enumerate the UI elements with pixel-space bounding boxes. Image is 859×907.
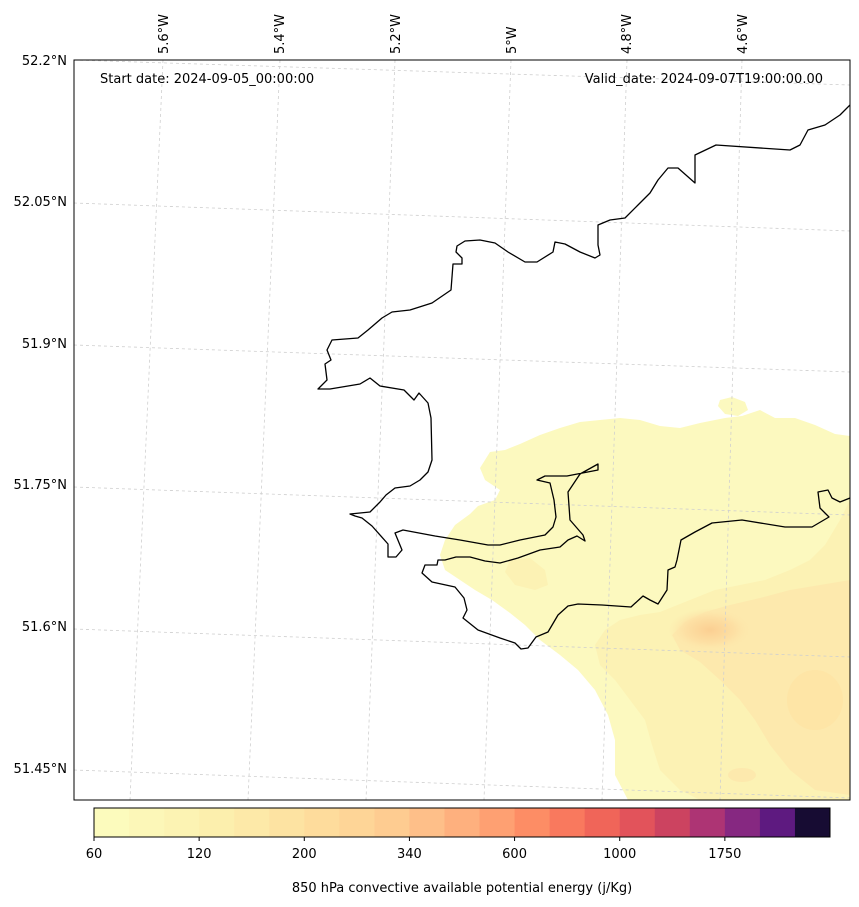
colorbar-tick-label: 1000 <box>603 847 636 862</box>
colorbar-swatch <box>549 808 586 837</box>
colorbar-swatch <box>199 808 235 837</box>
cape-field <box>440 397 850 800</box>
map-frame <box>73 59 851 801</box>
colorbar-swatch <box>409 808 445 837</box>
colorbar-tick-label: 60 <box>86 847 103 862</box>
colorbar-swatch <box>164 808 200 837</box>
start-date-label: Start date: 2024-09-05_00:00:00 <box>100 72 314 87</box>
colorbar-swatch <box>94 808 130 837</box>
cape-patch-small <box>728 768 756 782</box>
latitude-label: 52.2°N <box>22 54 67 69</box>
colorbar-tick-label: 200 <box>292 847 317 862</box>
cape-patch <box>787 670 843 730</box>
colorbar-swatch <box>304 808 340 837</box>
latitude-label: 51.6°N <box>22 620 67 635</box>
colorbar-swatch <box>654 808 691 837</box>
colorbar-swatch <box>584 808 621 837</box>
colorbar-title: 850 hPa convective available potential e… <box>292 881 632 896</box>
cape-hotspot <box>668 608 752 652</box>
colorbar-tick-label: 1750 <box>708 847 741 862</box>
longitude-label: 5°W <box>505 26 520 54</box>
coastline <box>317 104 850 650</box>
latitude-labels: 52.2°N 52.05°N 51.9°N 51.75°N 51.6°N 51.45°N <box>14 54 67 777</box>
longitude-labels: 5.6°W 5.4°W 5.2°W 5°W 4.8°W 4.6°W <box>157 14 751 54</box>
colorbar-swatch <box>479 808 516 837</box>
longitude-label: 4.8°W <box>620 14 635 54</box>
longitude-label: 5.4°W <box>273 14 288 54</box>
colorbar-tick-label: 600 <box>502 847 527 862</box>
colorbar-swatch <box>444 808 481 837</box>
colorbar-swatch <box>269 808 305 837</box>
colorbar <box>94 808 831 837</box>
latitude-label: 51.9°N <box>22 337 67 352</box>
cape-contour-80b <box>505 558 548 590</box>
longitude-label: 4.6°W <box>736 14 751 54</box>
latitude-label: 51.75°N <box>14 478 67 493</box>
colorbar-swatch <box>794 808 831 837</box>
colorbar-swatch <box>619 808 656 837</box>
colorbar-swatch <box>759 808 796 837</box>
colorbar-tick-label: 120 <box>187 847 212 862</box>
colorbar-frame <box>93 807 831 838</box>
colorbar-swatch <box>339 808 375 837</box>
valid-date-label: Valid_date: 2024-09-07T19:00:00.00 <box>585 72 823 87</box>
colorbar-tick-label: 340 <box>397 847 422 862</box>
cape-island <box>718 397 748 416</box>
colorbar-swatch <box>514 808 551 837</box>
colorbar-swatch <box>689 808 726 837</box>
latitude-label: 51.45°N <box>14 762 67 777</box>
colorbar-swatch <box>724 808 761 837</box>
colorbar-swatch <box>374 808 410 837</box>
colorbar-swatch <box>234 808 270 837</box>
colorbar-swatch <box>129 808 165 837</box>
longitude-label: 5.6°W <box>157 14 172 54</box>
colorbar-ticks: 60 120 200 340 600 1000 1750 <box>86 837 741 862</box>
latitude-label: 52.05°N <box>14 195 67 210</box>
longitude-label: 5.2°W <box>389 14 404 54</box>
